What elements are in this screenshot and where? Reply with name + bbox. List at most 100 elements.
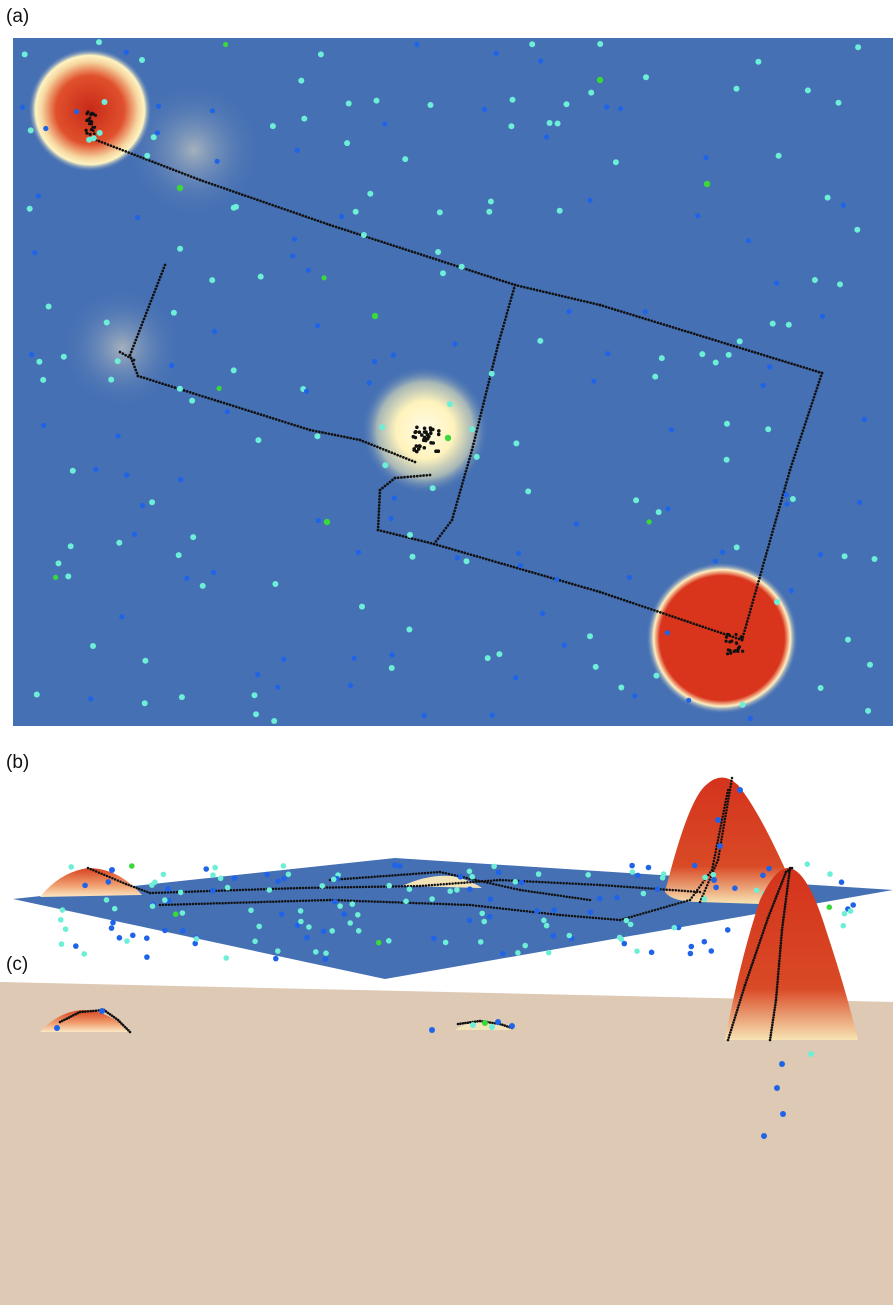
- trajectory-dot: [589, 883, 593, 886]
- trajectory-dot: [289, 899, 293, 903]
- trajectory-dot: [507, 305, 511, 309]
- trajectory-dot: [451, 882, 454, 885]
- trajectory-dot: [148, 302, 152, 306]
- trajectory-dot: [418, 884, 422, 888]
- trajectory-dot: [361, 899, 365, 903]
- sensor-point: [169, 362, 175, 369]
- trajectory-dot: [69, 1015, 73, 1018]
- trajectory-dot: [531, 910, 535, 914]
- trajectory-dot: [784, 484, 787, 487]
- sensor-point: [386, 938, 392, 944]
- trajectory-dot: [730, 779, 733, 783]
- trajectory-dot: [319, 899, 323, 902]
- trajectory-dot: [262, 414, 266, 417]
- trajectory-dot: [151, 891, 155, 895]
- sensor-point: [429, 441, 433, 445]
- trajectory-dot: [373, 900, 376, 903]
- sensor-point: [305, 267, 311, 273]
- trajectory-dot: [592, 302, 596, 305]
- trajectory-dot: [438, 870, 442, 874]
- sensor-point: [469, 426, 476, 433]
- trajectory-dot: [780, 880, 784, 883]
- trajectory-dot: [450, 518, 454, 522]
- trajectory-dot: [392, 244, 396, 248]
- trajectory-dot: [379, 875, 382, 878]
- trajectory-dot: [313, 218, 317, 222]
- trajectory-dot: [633, 914, 636, 918]
- sensor-point: [414, 430, 418, 434]
- sensor-point: [355, 928, 362, 934]
- sensor-point: [481, 918, 488, 925]
- trajectory-dot: [171, 168, 175, 172]
- trajectory-dot: [464, 1021, 467, 1025]
- trajectory-dot: [771, 530, 774, 534]
- trajectory-dot: [680, 889, 684, 892]
- trajectory-dot: [352, 231, 356, 235]
- trajectory-dot: [463, 472, 467, 476]
- sensor-point: [85, 112, 89, 116]
- sensor-point: [515, 950, 521, 956]
- trajectory-dot: [774, 518, 778, 521]
- trajectory-dot: [370, 443, 373, 446]
- trajectory-dot: [158, 275, 162, 279]
- trajectory-dot: [597, 917, 601, 920]
- trajectory-dot: [373, 875, 376, 879]
- trajectory-dot: [394, 901, 397, 904]
- trajectory-dot: [394, 873, 397, 877]
- trajectory-dot: [410, 537, 414, 540]
- trajectory-dot: [726, 1038, 730, 1042]
- trajectory-dot: [811, 368, 815, 372]
- trajectory-dot: [689, 331, 693, 335]
- sensor-point: [62, 926, 69, 932]
- trajectory-dot: [455, 500, 459, 504]
- trajectory-dot: [281, 419, 284, 423]
- trajectory-dot: [383, 241, 386, 245]
- trajectory-dot: [268, 202, 271, 206]
- trajectory-dot: [565, 895, 568, 898]
- trajectory-dot: [391, 900, 394, 904]
- sensor-point: [734, 632, 738, 637]
- trajectory-dot: [784, 900, 787, 903]
- trajectory-dot: [783, 487, 787, 490]
- trajectory-dot: [817, 370, 821, 374]
- trajectory-dot: [634, 602, 638, 606]
- sensor-point: [573, 521, 580, 527]
- trajectory-dot: [295, 899, 299, 903]
- trajectory-dot: [643, 605, 647, 609]
- sensor-point: [808, 1051, 814, 1057]
- trajectory-dot: [313, 899, 317, 902]
- trajectory-dot: [278, 900, 281, 903]
- trajectory-dot: [124, 150, 128, 153]
- trajectory-dot: [705, 336, 708, 339]
- trajectory-dot: [618, 918, 622, 922]
- trajectory-dot: [774, 1003, 777, 1007]
- sensor-point: [479, 910, 486, 917]
- trajectory-dot: [811, 398, 815, 402]
- sensor-point: [90, 120, 94, 124]
- trajectory-dot: [737, 637, 741, 641]
- trajectory-dot: [732, 1021, 735, 1024]
- trajectory-dot: [576, 298, 580, 302]
- trajectory-dot: [139, 326, 142, 330]
- trajectory-dot: [200, 902, 204, 906]
- trajectory-dot: [782, 913, 786, 916]
- trajectory-dot: [770, 1026, 774, 1029]
- trajectory-dot: [622, 598, 626, 602]
- trajectory-dot: [689, 890, 693, 893]
- trajectory-dot: [638, 315, 641, 319]
- trajectory-dot: [247, 195, 250, 199]
- trajectory-dot: [456, 903, 460, 906]
- sensor-point: [139, 57, 145, 63]
- sensor-point: [345, 100, 352, 107]
- trajectory-dot: [391, 874, 394, 877]
- trajectory-dot: [461, 482, 464, 485]
- trajectory-dot: [570, 914, 574, 918]
- trajectory-dot: [714, 864, 717, 867]
- trajectory-dot: [199, 890, 203, 893]
- small-peak-left: [40, 1010, 130, 1032]
- trajectory-dot: [308, 428, 312, 432]
- tall-peak-right: [665, 777, 790, 904]
- sensor-point: [838, 879, 845, 885]
- trajectory-dot: [256, 888, 260, 891]
- sensor-point: [642, 309, 648, 315]
